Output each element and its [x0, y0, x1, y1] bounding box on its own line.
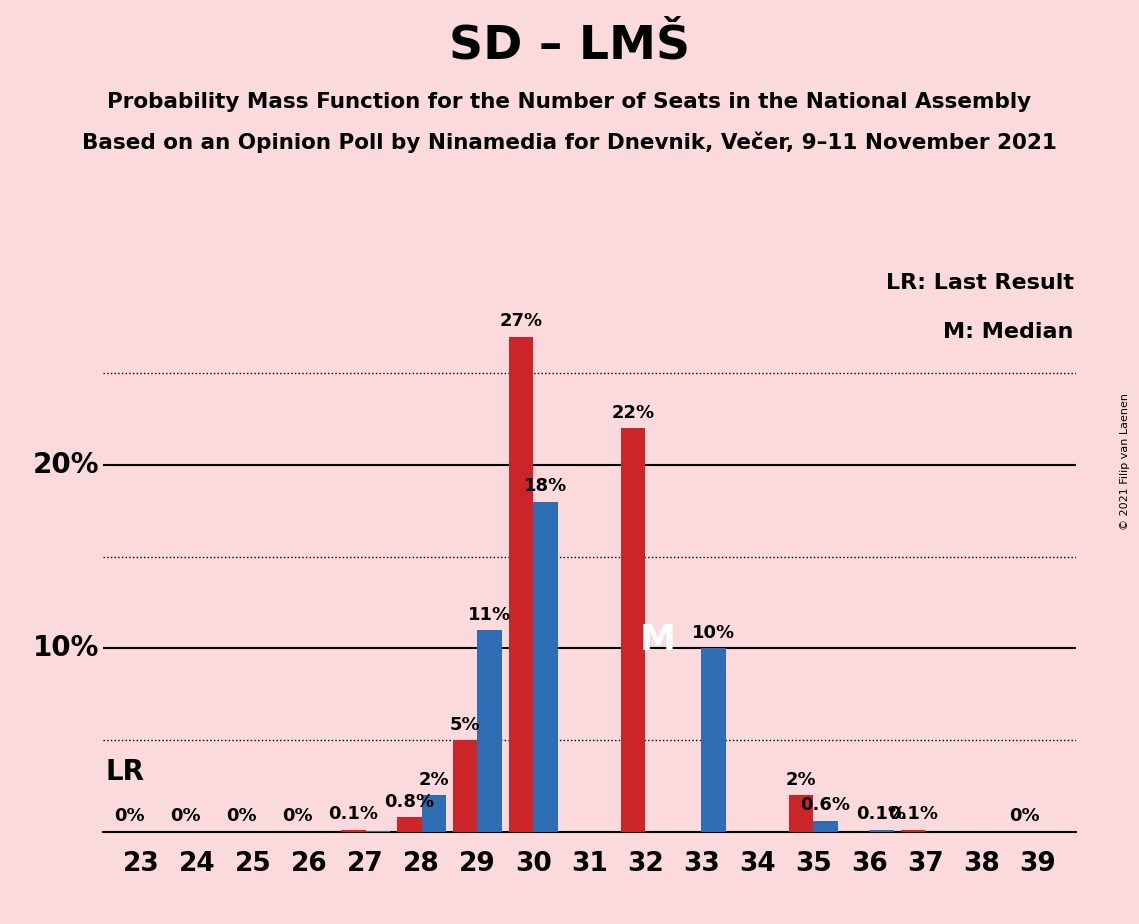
Text: 20%: 20%	[33, 451, 100, 479]
Bar	[396, 817, 421, 832]
Text: 5%: 5%	[450, 715, 481, 734]
Text: 0%: 0%	[1009, 808, 1040, 825]
Text: 0%: 0%	[170, 808, 200, 825]
Text: 0.1%: 0.1%	[888, 806, 937, 823]
Text: Probability Mass Function for the Number of Seats in the National Assembly: Probability Mass Function for the Number…	[107, 92, 1032, 113]
Bar	[341, 830, 366, 832]
Text: 18%: 18%	[524, 477, 567, 495]
Bar	[813, 821, 838, 832]
Bar	[621, 429, 646, 832]
Text: 22%: 22%	[612, 404, 655, 422]
Text: 0%: 0%	[282, 808, 312, 825]
Text: 0%: 0%	[226, 808, 256, 825]
Bar	[869, 830, 894, 832]
Text: 27%: 27%	[500, 312, 542, 330]
Text: 0.6%: 0.6%	[801, 796, 851, 814]
Bar	[702, 649, 726, 832]
Text: 2%: 2%	[786, 771, 817, 788]
Text: M: M	[640, 624, 675, 658]
Text: Based on an Opinion Poll by Ninamedia for Dnevnik, Večer, 9–11 November 2021: Based on an Opinion Poll by Ninamedia fo…	[82, 131, 1057, 152]
Text: 0.1%: 0.1%	[328, 806, 378, 823]
Text: LR: Last Result: LR: Last Result	[885, 273, 1074, 293]
Text: © 2021 Filip van Laenen: © 2021 Filip van Laenen	[1121, 394, 1130, 530]
Bar	[788, 795, 813, 832]
Text: 11%: 11%	[468, 605, 511, 624]
Bar	[453, 740, 477, 832]
Bar	[901, 830, 925, 832]
Text: 10%: 10%	[693, 624, 736, 642]
Bar	[533, 502, 558, 832]
Bar	[421, 795, 446, 832]
Text: 0.8%: 0.8%	[384, 793, 434, 810]
Text: M: Median: M: Median	[943, 322, 1074, 342]
Text: 0.1%: 0.1%	[857, 806, 907, 823]
Text: 2%: 2%	[418, 771, 449, 788]
Text: LR: LR	[105, 758, 145, 785]
Text: SD – LMŠ: SD – LMŠ	[449, 23, 690, 68]
Bar	[509, 336, 533, 832]
Text: 0%: 0%	[114, 808, 145, 825]
Text: 10%: 10%	[33, 634, 100, 663]
Bar	[477, 630, 502, 832]
